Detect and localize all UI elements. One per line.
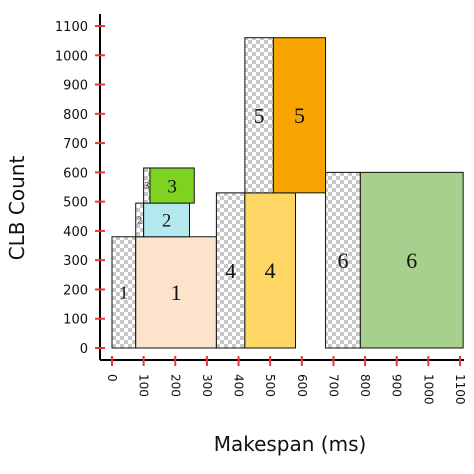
x-axis-label: Makespan (ms) (214, 432, 367, 456)
box-label-hatched-2: 2 (137, 215, 142, 226)
x-ticks: 0 100 200 300 400 500 600 700 800 900 1000 1100 (105, 356, 467, 405)
y-tick-label: 800 (63, 108, 88, 123)
y-tick-label: 900 (63, 79, 88, 94)
box-solid-1 (135, 236, 217, 349)
box-label-solid-1: 1 (171, 280, 182, 305)
boxes-layer: 1 1 2 2 3 3 4 4 5 5 6 6 (111, 37, 464, 349)
y-axis-label: CLB Count (5, 156, 29, 261)
y-tick-label: 600 (63, 166, 88, 181)
x-tick-label: 700 (326, 374, 340, 397)
y-tick-label: 500 (63, 196, 88, 211)
box-solid-5 (272, 37, 327, 194)
box-label-solid-4: 4 (265, 258, 276, 283)
y-tick-label: 100 (63, 313, 88, 328)
box-hatched-5 (244, 37, 274, 194)
y-ticks: 0 100 200 300 400 500 600 700 800 900 1000 1100 (55, 20, 105, 357)
x-tick-label: 1100 (453, 374, 467, 405)
y-tick-label: 300 (63, 254, 88, 269)
x-tick-label: 1000 (421, 374, 435, 405)
y-tick-label: 1000 (55, 49, 88, 64)
box-label-solid-6: 6 (406, 248, 417, 273)
x-tick-label: 800 (358, 374, 372, 397)
x-tick-label: 200 (168, 374, 182, 397)
x-tick-label: 400 (232, 374, 246, 397)
box-solid-4 (244, 192, 296, 349)
x-tick-label: 500 (263, 374, 277, 397)
y-tick-label: 400 (63, 225, 88, 240)
x-tick-label: 900 (390, 374, 404, 397)
axes-layer (99, 14, 464, 361)
box-label-hatched-6: 6 (337, 248, 348, 273)
box-label-hatched-5: 5 (254, 104, 265, 128)
y-tick-label: 200 (63, 283, 88, 298)
box-hatched-6 (325, 171, 361, 349)
box-solid-6 (359, 171, 464, 349)
y-tick-label: 0 (80, 342, 88, 357)
x-tick-label: 300 (200, 374, 214, 397)
y-tick-label: 700 (63, 137, 88, 152)
x-tick-label: 600 (295, 374, 309, 397)
x-tick-label: 0 (105, 374, 119, 382)
x-tick-label: 100 (137, 374, 151, 397)
box-label-solid-5: 5 (294, 103, 305, 128)
box-label-solid-3: 3 (167, 176, 177, 197)
y-tick-label: 1100 (55, 20, 88, 35)
box-label-hatched-4: 4 (225, 259, 236, 283)
box-label-hatched-3: 3 (144, 181, 149, 192)
box-label-hatched-1: 1 (119, 283, 128, 303)
box-label-solid-2: 2 (162, 211, 171, 231)
box-solid-3 (149, 167, 195, 204)
